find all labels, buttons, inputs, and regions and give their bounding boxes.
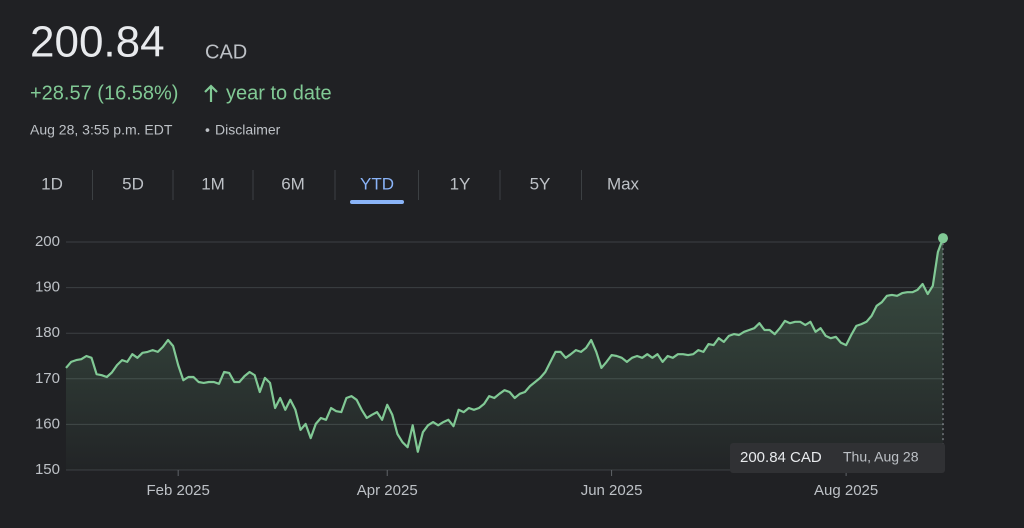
x-tick-label: Aug 2025 [814,482,878,499]
x-tick-label: Jun 2025 [581,482,643,499]
y-tick-label: 190 [35,279,60,296]
change: +28.57 (16.58%) [30,82,178,104]
y-tick-label: 200 [35,233,60,250]
tooltip-value: 200.84 CAD [740,449,822,466]
y-tick-label: 150 [35,461,60,478]
y-tick-label: 170 [35,370,60,387]
y-tick-label: 180 [35,324,60,341]
y-tick-label: 160 [35,415,60,432]
tab[interactable]: 5D [122,174,144,193]
timestamp: Aug 28, 3:55 p.m. EDT [30,122,173,138]
x-tick-label: Apr 2025 [357,482,418,499]
currency: CAD [205,41,247,63]
tab[interactable]: 1Y [450,174,471,193]
price: 200.84 [30,18,165,67]
tab[interactable]: 5Y [530,174,551,193]
area [66,238,943,470]
change-period: year to date [226,82,332,104]
up-arrow [204,84,218,102]
separator-dot: • [205,122,210,138]
tab[interactable]: Max [607,174,640,193]
tab[interactable]: 1M [201,174,225,193]
tooltip-box [730,443,945,473]
tab[interactable]: 1D [41,174,63,193]
tab[interactable]: 6M [281,174,305,193]
active-tab-indicator [350,200,404,204]
disclaimer[interactable]: Disclaimer [215,122,281,138]
price-line [65,237,945,453]
last-point [938,233,948,244]
tooltip-date: Thu, Aug 28 [843,449,919,465]
tab[interactable]: YTD [360,174,394,193]
x-tick-label: Feb 2025 [146,482,209,499]
